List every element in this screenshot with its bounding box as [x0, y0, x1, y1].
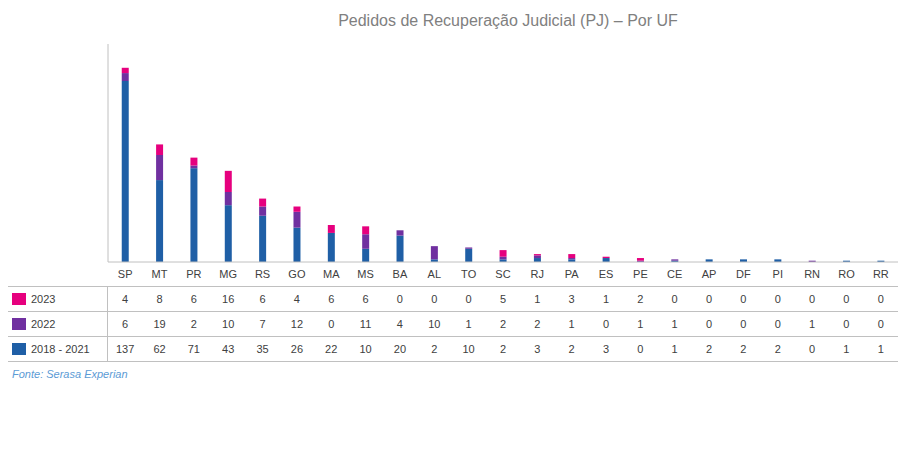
html-text:0: 0 — [877, 293, 884, 305]
html-text:12: 12 — [290, 318, 303, 330]
svg-text:RR: RR — [873, 268, 889, 280]
html-text:10: 10 — [462, 343, 475, 355]
html-text:3: 3 — [602, 343, 609, 355]
html-text:8: 8 — [156, 293, 163, 305]
html-text:2022: 2022 — [31, 318, 56, 330]
html-text:22: 22 — [325, 343, 338, 355]
svg-text:PI: PI — [773, 268, 783, 280]
svg-text:PR: PR — [186, 268, 201, 280]
html-text:2: 2 — [637, 293, 644, 305]
html-text:2: 2 — [706, 343, 713, 355]
html-text:0: 0 — [465, 293, 472, 305]
html-text:4: 4 — [293, 293, 300, 305]
html-text:2018 - 2021: 2018 - 2021 — [31, 343, 90, 355]
html-text:19: 19 — [153, 318, 166, 330]
html-text:0: 0 — [843, 293, 850, 305]
html-text:11: 11 — [359, 318, 372, 330]
svg-text:SP: SP — [118, 268, 133, 280]
html-text:0: 0 — [774, 293, 781, 305]
html-text:0: 0 — [328, 318, 335, 330]
html-text:1: 1 — [671, 318, 678, 330]
html-text:0: 0 — [809, 293, 816, 305]
html-text:0: 0 — [637, 343, 644, 355]
svg-text:RJ: RJ — [531, 268, 544, 280]
html-text:0: 0 — [774, 318, 781, 330]
html-text:0: 0 — [740, 318, 747, 330]
html-text:10: 10 — [359, 343, 372, 355]
html-text:2: 2 — [774, 343, 781, 355]
html-text:0: 0 — [431, 293, 438, 305]
html-text:2: 2 — [499, 343, 506, 355]
html-text:2: 2 — [190, 318, 197, 330]
html-text:10: 10 — [222, 318, 235, 330]
svg-text:MA: MA — [323, 268, 340, 280]
html-text:2: 2 — [431, 343, 438, 355]
html-text:0: 0 — [706, 293, 713, 305]
html-text:6: 6 — [122, 318, 129, 330]
html-text:Fonte: Serasa Experian: Fonte: Serasa Experian — [12, 368, 128, 380]
html-text:0: 0 — [396, 293, 403, 305]
html-text:2023: 2023 — [31, 293, 56, 305]
svg-text:PE: PE — [633, 268, 648, 280]
html-text:1: 1 — [843, 343, 850, 355]
html-text:62: 62 — [153, 343, 166, 355]
html-text:6: 6 — [328, 293, 335, 305]
html-text:137: 137 — [116, 343, 135, 355]
html-text:71: 71 — [187, 343, 200, 355]
svg-text:AP: AP — [702, 268, 717, 280]
svg-text:MT: MT — [152, 268, 168, 280]
html-text:0: 0 — [740, 293, 747, 305]
html-text:7: 7 — [259, 318, 266, 330]
svg-text:BA: BA — [393, 268, 408, 280]
html-text:0: 0 — [671, 293, 678, 305]
html-text:35: 35 — [256, 343, 269, 355]
html-text:16: 16 — [222, 293, 235, 305]
html-text:26: 26 — [290, 343, 303, 355]
svg-text:TO: TO — [461, 268, 477, 280]
svg-text:RN: RN — [804, 268, 820, 280]
html-text:1: 1 — [877, 343, 884, 355]
html-text:0: 0 — [706, 318, 713, 330]
html-text:1: 1 — [568, 318, 575, 330]
svg-text:RS: RS — [255, 268, 270, 280]
svg-text:ES: ES — [599, 268, 614, 280]
html-text:20: 20 — [393, 343, 406, 355]
html-text:2: 2 — [740, 343, 747, 355]
svg-text:SC: SC — [495, 268, 510, 280]
html-text:1: 1 — [534, 293, 541, 305]
html-text:2: 2 — [568, 343, 575, 355]
svg-text:PA: PA — [565, 268, 580, 280]
html-text:Pedidos de Recuperação Judicia: Pedidos de Recuperação Judicial (PJ) – P… — [338, 12, 678, 29]
html-text:0: 0 — [602, 318, 609, 330]
html-text:1: 1 — [809, 318, 816, 330]
html-text:6: 6 — [190, 293, 197, 305]
html-text:3: 3 — [534, 343, 541, 355]
html-text:2: 2 — [534, 318, 541, 330]
html-text:0: 0 — [843, 318, 850, 330]
html-text:1: 1 — [637, 318, 644, 330]
html-text:4: 4 — [122, 293, 129, 305]
html-text:10: 10 — [428, 318, 441, 330]
html-text:6: 6 — [362, 293, 369, 305]
svg-text:RO: RO — [838, 268, 855, 280]
html-text:3: 3 — [568, 293, 575, 305]
html-text:1: 1 — [465, 318, 472, 330]
html-text:0: 0 — [877, 318, 884, 330]
html-text:2: 2 — [499, 318, 506, 330]
html-text:1: 1 — [671, 343, 678, 355]
svg-text:AL: AL — [428, 268, 441, 280]
svg-text:MG: MG — [219, 268, 237, 280]
html-text:4: 4 — [396, 318, 403, 330]
html-text:5: 5 — [499, 293, 506, 305]
svg-text:MS: MS — [357, 268, 374, 280]
html-text:6: 6 — [259, 293, 266, 305]
svg-text:DF: DF — [736, 268, 751, 280]
svg-text:CE: CE — [667, 268, 682, 280]
html-text:43: 43 — [222, 343, 235, 355]
svg-text:GO: GO — [288, 268, 306, 280]
html-text:1: 1 — [602, 293, 609, 305]
html-text:0: 0 — [809, 343, 816, 355]
